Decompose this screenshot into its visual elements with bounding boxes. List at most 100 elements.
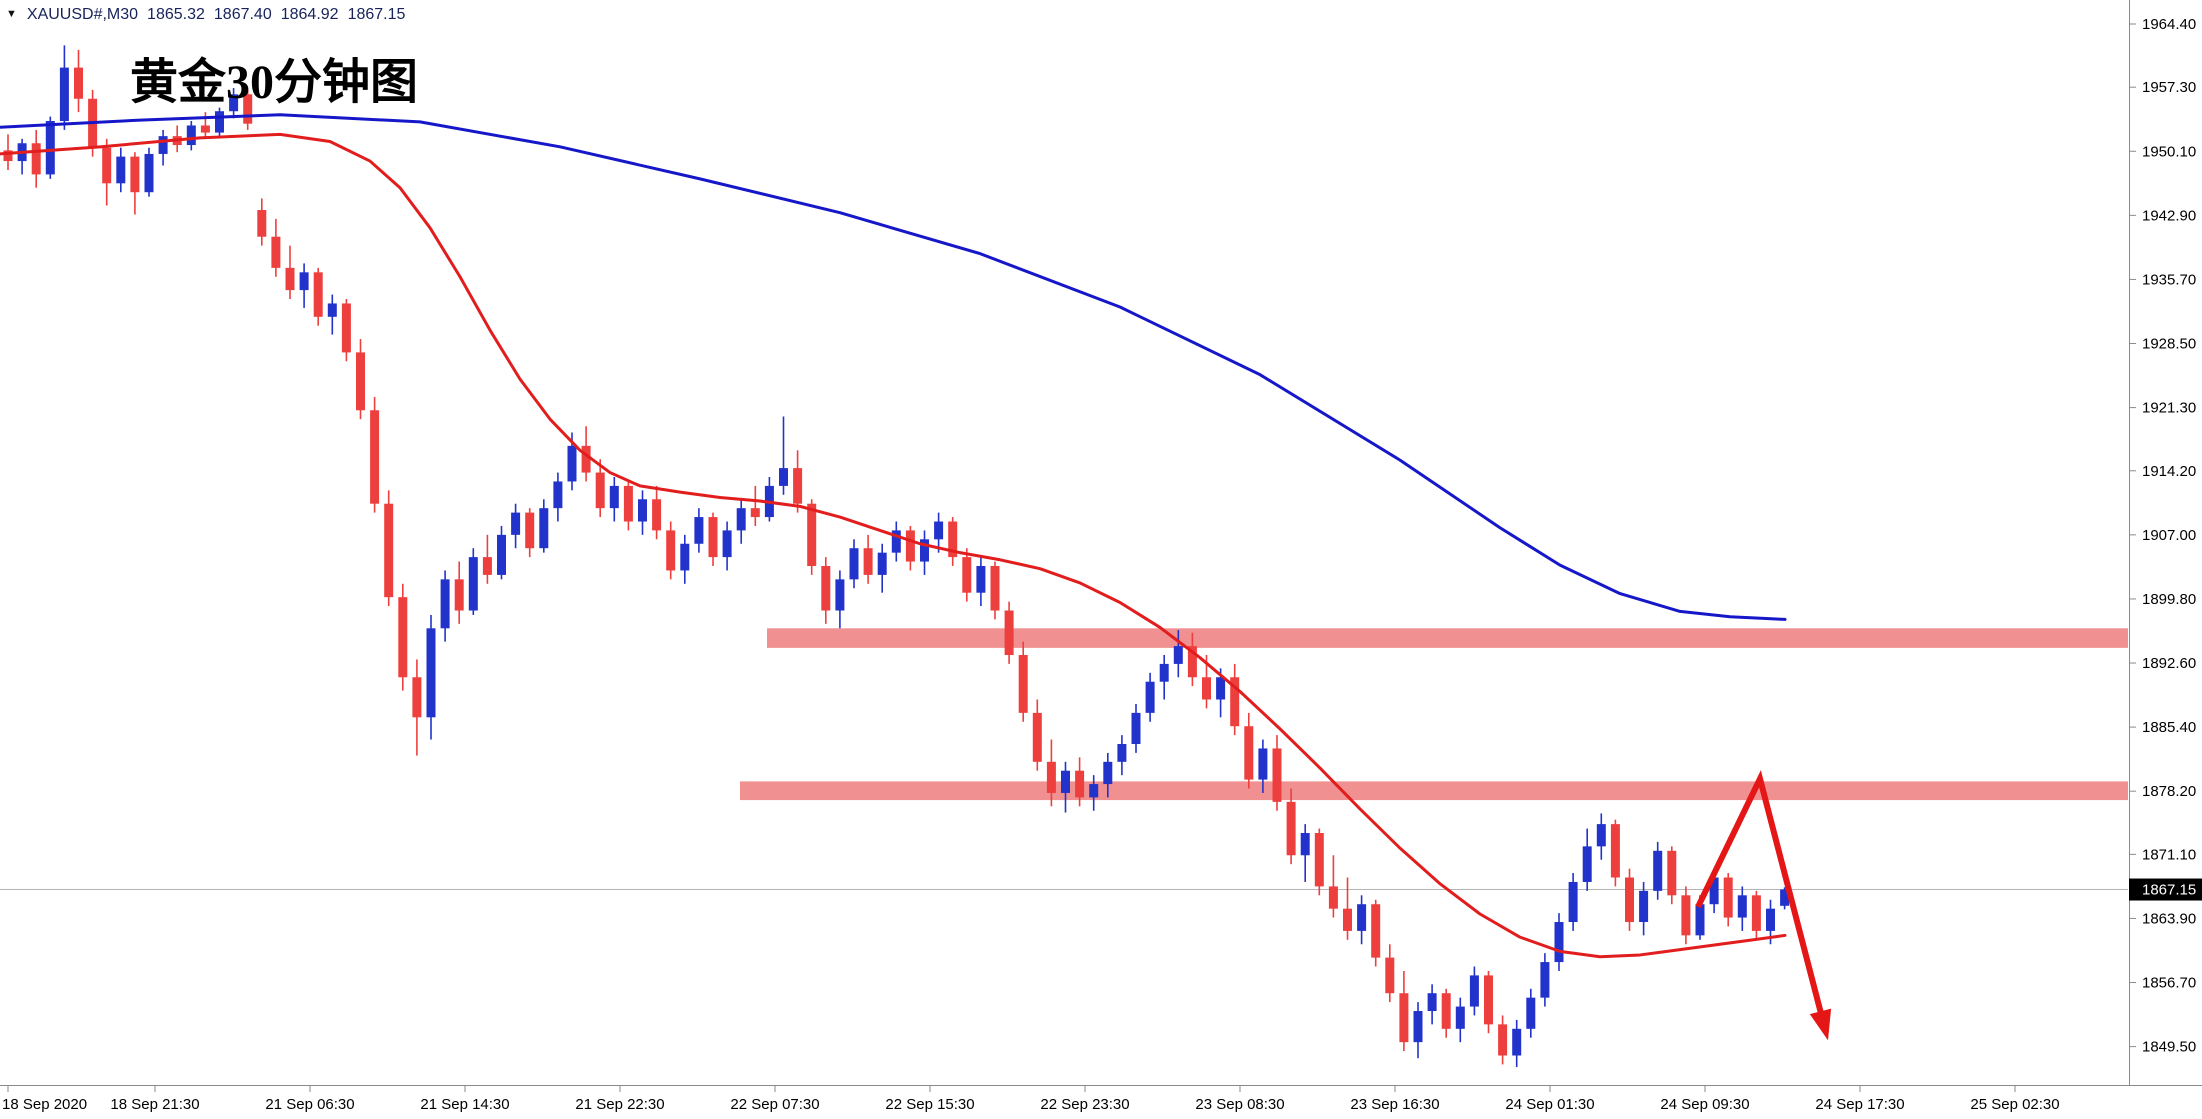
time-axis-label: 18 Sep 2020 bbox=[2, 1096, 87, 1113]
trend-arrow-head[interactable] bbox=[1809, 1008, 1832, 1041]
current-price-tag-label: 1867.15 bbox=[2142, 882, 2196, 899]
chart-annotation-title[interactable]: 黄金30分钟图 bbox=[130, 56, 419, 109]
candle-body bbox=[1766, 908, 1775, 931]
quote-close: 1867.15 bbox=[347, 6, 406, 23]
candle-body bbox=[1554, 922, 1564, 963]
candle-body bbox=[1737, 895, 1747, 918]
candle-body bbox=[440, 579, 450, 629]
candle-body bbox=[74, 67, 83, 99]
candle-body bbox=[680, 543, 690, 571]
candle-body bbox=[186, 125, 196, 146]
candle-body bbox=[426, 628, 436, 718]
resistance-bands-layer[interactable] bbox=[740, 628, 2128, 801]
time-axis-label: 18 Sep 21:30 bbox=[110, 1096, 199, 1113]
time-axis-label: 22 Sep 23:30 bbox=[1040, 1096, 1129, 1113]
candle-body bbox=[511, 512, 521, 535]
candle-body bbox=[1131, 712, 1141, 745]
candle-body bbox=[1653, 850, 1663, 891]
candle-body bbox=[1413, 1011, 1423, 1043]
current-price-tag-bg bbox=[2129, 878, 2202, 901]
candle-body bbox=[299, 272, 309, 291]
time-axis[interactable]: 18 Sep 2020 18 Sep 21:30 21 Sep 06:30 21 Se… bbox=[0, 1085, 2202, 1114]
resistance-band-2[interactable] bbox=[740, 781, 2128, 801]
candle-body bbox=[1568, 881, 1578, 923]
trend-arrow[interactable] bbox=[1695, 770, 1832, 1041]
candle-body bbox=[1385, 957, 1395, 994]
trend-arrow-line[interactable] bbox=[1695, 770, 1825, 1018]
candle-body bbox=[1117, 744, 1127, 762]
price-axis-label: 1950.10 bbox=[2142, 143, 2196, 160]
candle-body bbox=[482, 557, 492, 575]
time-axis-label: 21 Sep 22:30 bbox=[575, 1096, 664, 1113]
candle-body bbox=[609, 485, 619, 509]
candle-body bbox=[567, 445, 577, 482]
candle-body bbox=[1681, 895, 1691, 936]
price-axis-label: 1849.50 bbox=[2142, 1039, 2196, 1056]
price-axis-label: 1892.60 bbox=[2142, 655, 2196, 672]
candle-body bbox=[877, 552, 887, 575]
candle-body bbox=[31, 143, 41, 175]
candles-layer bbox=[3, 45, 1790, 1068]
candle-body bbox=[144, 153, 154, 193]
candle-body bbox=[1427, 993, 1437, 1012]
price-axis[interactable]: 1964.40 1957.30 1950.10 1942.90 1935.70 1928.… bbox=[2129, 0, 2196, 1085]
candle-body bbox=[595, 472, 605, 509]
candle-body bbox=[412, 677, 422, 718]
candle-body bbox=[976, 566, 986, 593]
candle-body bbox=[779, 468, 788, 486]
resistance-band-1[interactable] bbox=[767, 628, 2128, 648]
candle-body bbox=[1328, 886, 1338, 909]
current-price-tag: 1867.15 bbox=[2129, 878, 2202, 901]
candle-body bbox=[1455, 1006, 1465, 1029]
candle-body bbox=[327, 303, 337, 317]
candle-body bbox=[708, 517, 718, 558]
candle-body bbox=[948, 521, 958, 558]
candle-body bbox=[1709, 877, 1719, 905]
candle-body bbox=[990, 566, 1000, 611]
candle-body bbox=[158, 136, 168, 154]
candle-body bbox=[623, 485, 633, 522]
candle-body bbox=[1244, 726, 1254, 780]
symbol-label: XAUUSD#,M30 bbox=[26, 6, 139, 23]
candle-body bbox=[1145, 681, 1155, 713]
candle-body bbox=[1484, 975, 1493, 1025]
candle-body bbox=[539, 508, 549, 549]
candle-body bbox=[1159, 663, 1169, 682]
candle-body bbox=[1216, 677, 1226, 700]
candle-body bbox=[821, 566, 831, 611]
candle-body bbox=[863, 548, 873, 575]
price-axis-label: 1885.40 bbox=[2142, 719, 2196, 736]
candle-body bbox=[1103, 761, 1113, 785]
candle-body bbox=[694, 517, 704, 544]
price-axis-label: 1907.00 bbox=[2142, 527, 2196, 544]
candle-body bbox=[243, 94, 253, 124]
price-axis-label: 1942.90 bbox=[2142, 207, 2196, 224]
red-moving-average bbox=[0, 132, 1787, 959]
candle-body bbox=[1667, 850, 1677, 896]
candle-body bbox=[1498, 1024, 1508, 1056]
quote-high: 1867.40 bbox=[213, 6, 272, 23]
candle-body bbox=[1202, 677, 1211, 700]
candle-body bbox=[1371, 904, 1381, 958]
candle-body bbox=[1089, 784, 1099, 798]
candle-body bbox=[454, 579, 464, 611]
candle-body bbox=[1187, 646, 1197, 678]
candle-body bbox=[1314, 833, 1324, 887]
candle-body bbox=[1032, 712, 1042, 762]
candle-body bbox=[130, 156, 140, 193]
candle-body bbox=[835, 579, 845, 611]
symbol-dropdown-icon[interactable]: ▼ bbox=[6, 8, 17, 20]
candle-body bbox=[1526, 997, 1536, 1029]
candle-body bbox=[356, 352, 365, 411]
price-axis-label: 1935.70 bbox=[2142, 271, 2196, 288]
candle-body bbox=[384, 503, 394, 598]
candle-body bbox=[45, 121, 55, 175]
candle-body bbox=[1075, 770, 1085, 798]
candle-body bbox=[1512, 1028, 1522, 1056]
red-ma-line bbox=[0, 132, 1787, 959]
candle-body bbox=[638, 499, 647, 522]
candle-body bbox=[807, 503, 817, 567]
time-axis-label: 23 Sep 16:30 bbox=[1350, 1096, 1439, 1113]
